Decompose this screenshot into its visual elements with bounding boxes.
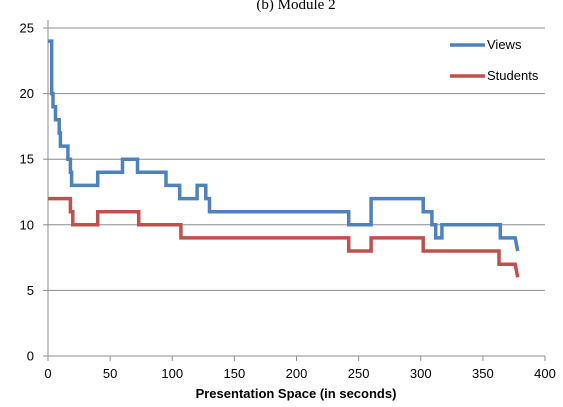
x-axis-label: Presentation Space (in seconds)	[196, 386, 397, 401]
y-tick-label: 20	[20, 86, 34, 101]
x-tick-label: 300	[410, 366, 432, 381]
chart-title: (b) Module 2	[256, 0, 335, 13]
series-lines	[48, 39, 520, 278]
y-tick-label: 5	[27, 283, 34, 298]
x-tick-label: 50	[103, 366, 117, 381]
x-tick-label: 150	[224, 366, 246, 381]
y-tick-label: 10	[20, 217, 34, 232]
x-tick-label: 250	[348, 366, 370, 381]
series-line-views	[48, 39, 520, 252]
y-tick-label: 0	[27, 349, 34, 364]
x-tick-label: 400	[534, 366, 556, 381]
series-line-students	[48, 196, 520, 278]
x-tick-label: 100	[161, 366, 183, 381]
axes	[43, 20, 546, 361]
y-tick-label: 25	[20, 21, 34, 36]
x-tick-label: 0	[44, 366, 51, 381]
x-tick-label: 200	[286, 366, 308, 381]
legend-label-views: Views	[487, 37, 522, 52]
y-tick-label: 15	[20, 152, 34, 167]
x-tick-labels: 0 50 100 150 200 250 300 350 400	[44, 366, 555, 381]
x-tick-label: 350	[472, 366, 494, 381]
legend-label-students: Students	[487, 68, 539, 83]
legend: Views Students	[450, 37, 539, 83]
y-tick-labels: 0 5 10 15 20 25	[20, 21, 34, 364]
